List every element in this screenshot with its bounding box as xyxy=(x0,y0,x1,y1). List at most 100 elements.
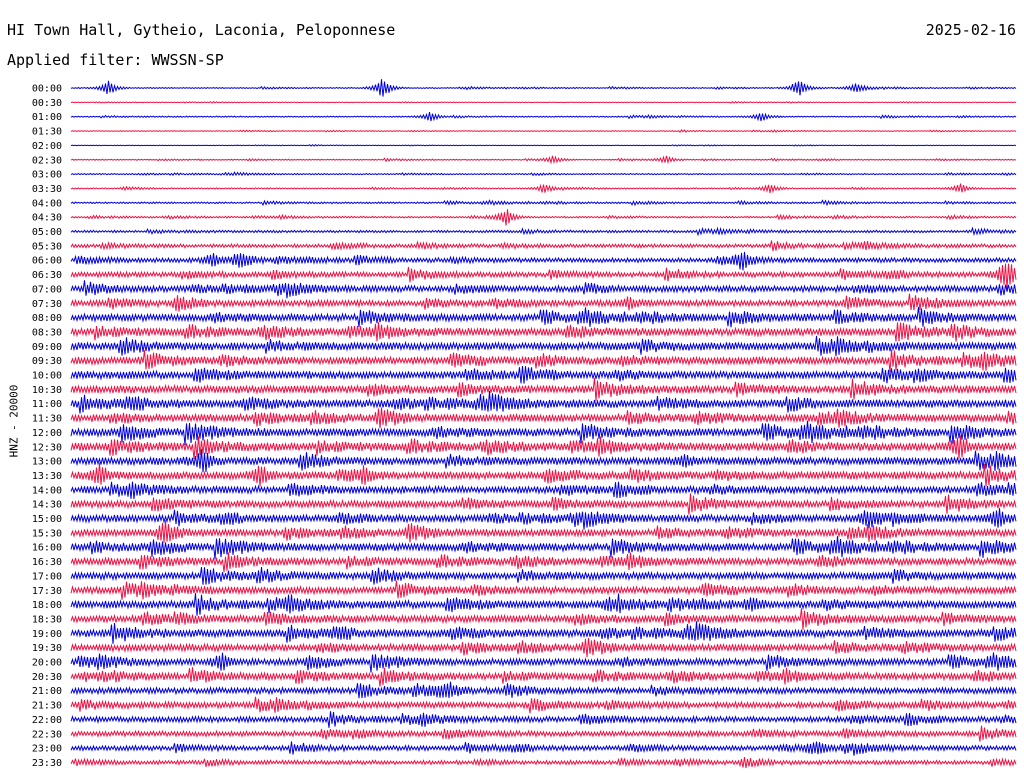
trace-row-1630 xyxy=(70,552,1017,573)
trace-row-0800 xyxy=(70,306,1017,328)
row-time-label: 07:30 xyxy=(32,299,62,310)
trace-row-0500 xyxy=(70,226,1017,237)
trace-row-0930 xyxy=(70,349,1017,373)
row-time-label: 08:00 xyxy=(32,313,62,324)
row-time-label: 17:00 xyxy=(32,571,62,582)
trace-row-1730 xyxy=(70,580,1017,600)
row-labels: 00:00 00:30 01:00 01:30 02:00 02:30 03:00 03:30… xyxy=(32,84,62,769)
row-time-label: 23:00 xyxy=(32,744,62,755)
row-time-label: 13:00 xyxy=(32,457,62,468)
row-time-label: 11:30 xyxy=(32,414,62,425)
filter-label: Applied filter: WWSSN-SP xyxy=(7,51,224,69)
trace-row-1130 xyxy=(70,407,1017,429)
row-time-label: 21:30 xyxy=(32,701,62,712)
row-time-label: 22:30 xyxy=(32,729,62,740)
row-time-label: 03:30 xyxy=(32,184,62,195)
row-time-label: 15:00 xyxy=(32,514,62,525)
trace-row-1400 xyxy=(70,481,1017,500)
trace-row-1200 xyxy=(70,420,1017,446)
row-time-label: 01:00 xyxy=(32,112,62,123)
trace-row-1100 xyxy=(70,391,1017,414)
trace-row-2230 xyxy=(70,725,1017,742)
row-time-label: 04:00 xyxy=(32,198,62,209)
trace-row-1700 xyxy=(70,566,1017,585)
trace-row-0600 xyxy=(70,251,1017,271)
trace-row-1000 xyxy=(70,365,1017,384)
row-time-label: 22:00 xyxy=(32,715,62,726)
trace-row-1230 xyxy=(70,435,1017,459)
row-time-label: 18:30 xyxy=(32,614,62,625)
trace-row-2330 xyxy=(70,756,1017,769)
row-time-label: 12:30 xyxy=(32,442,62,453)
station-title: HI Town Hall, Gytheio, Laconia, Peloponn… xyxy=(7,21,396,39)
row-time-label: 14:00 xyxy=(32,485,62,496)
trace-row-0200 xyxy=(70,144,1017,147)
trace-row-0130 xyxy=(70,129,1017,134)
trace-row-0700 xyxy=(70,280,1017,299)
row-time-label: 12:00 xyxy=(32,428,62,439)
row-time-label: 02:00 xyxy=(32,141,62,152)
trace-row-2130 xyxy=(70,696,1017,714)
row-time-label: 07:00 xyxy=(32,284,62,295)
row-time-label: 00:00 xyxy=(32,84,62,95)
traces xyxy=(70,79,1017,769)
row-time-label: 21:00 xyxy=(32,686,62,697)
trace-row-0300 xyxy=(70,171,1017,177)
row-time-label: 11:00 xyxy=(32,399,62,410)
row-time-label: 06:30 xyxy=(32,270,62,281)
row-time-label: 00:30 xyxy=(32,98,62,109)
row-time-label: 16:30 xyxy=(32,557,62,568)
row-time-label: 19:00 xyxy=(32,629,62,640)
row-time-label: 10:30 xyxy=(32,385,62,396)
row-time-label: 06:00 xyxy=(32,256,62,267)
trace-row-1030 xyxy=(70,377,1017,402)
trace-row-1430 xyxy=(70,493,1017,515)
trace-row-0400 xyxy=(70,199,1017,207)
trace-row-2030 xyxy=(70,667,1017,687)
row-time-label: 10:00 xyxy=(32,371,62,382)
trace-row-0630 xyxy=(70,263,1017,290)
trace-row-2100 xyxy=(70,681,1017,699)
row-time-label: 02:30 xyxy=(32,155,62,166)
row-time-label: 13:30 xyxy=(32,471,62,482)
trace-row-0230 xyxy=(70,155,1017,165)
trace-row-0000 xyxy=(70,79,1017,97)
row-time-label: 01:30 xyxy=(32,127,62,138)
trace-row-0330 xyxy=(70,183,1017,194)
row-time-label: 04:30 xyxy=(32,213,62,224)
row-time-label: 17:30 xyxy=(32,586,62,597)
trace-row-0900 xyxy=(70,335,1017,357)
trace-row-1300 xyxy=(70,449,1017,473)
trace-row-0530 xyxy=(70,240,1017,252)
trace-row-0730 xyxy=(70,293,1017,312)
row-time-label: 05:30 xyxy=(32,241,62,252)
trace-row-0430 xyxy=(70,209,1017,226)
trace-row-0100 xyxy=(70,112,1017,122)
row-time-label: 19:30 xyxy=(32,643,62,654)
trace-row-1900 xyxy=(70,621,1017,644)
trace-row-1830 xyxy=(70,608,1017,630)
row-time-label: 16:00 xyxy=(32,543,62,554)
row-time-label: 15:30 xyxy=(32,528,62,539)
row-time-label: 23:30 xyxy=(32,758,62,769)
trace-row-1930 xyxy=(70,637,1017,658)
trace-row-2300 xyxy=(70,741,1017,756)
row-time-label: 05:00 xyxy=(32,227,62,238)
row-time-label: 09:00 xyxy=(32,342,62,353)
date-label: 2025-02-16 xyxy=(925,21,1016,39)
row-time-label: 03:00 xyxy=(32,170,62,181)
row-time-label: 08:30 xyxy=(32,327,62,338)
trace-row-0030 xyxy=(70,100,1017,104)
trace-row-1330 xyxy=(70,462,1017,487)
trace-row-1600 xyxy=(70,536,1017,560)
row-time-label: 18:00 xyxy=(32,600,62,611)
row-time-label: 09:30 xyxy=(32,356,62,367)
trace-row-1800 xyxy=(70,593,1017,616)
trace-row-0830 xyxy=(70,322,1017,342)
row-time-label: 14:30 xyxy=(32,500,62,511)
row-time-label: 20:00 xyxy=(32,658,62,669)
trace-row-1500 xyxy=(70,508,1017,530)
trace-row-1530 xyxy=(70,520,1017,543)
trace-row-2000 xyxy=(70,652,1017,673)
